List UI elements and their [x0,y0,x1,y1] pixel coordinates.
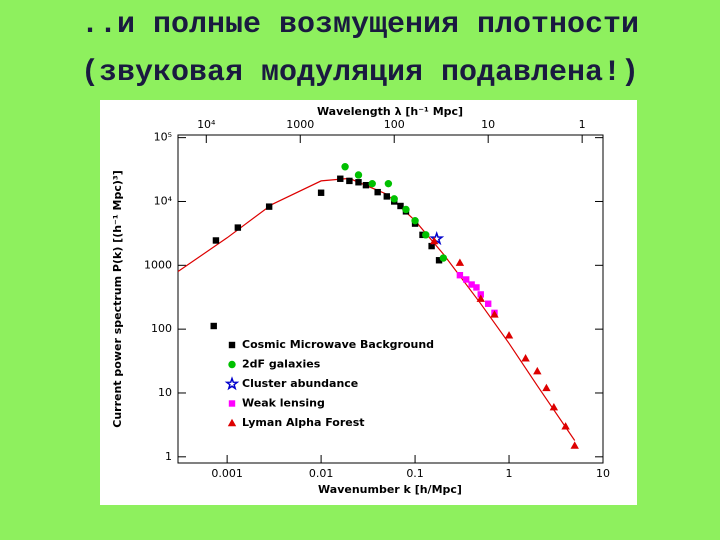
data-point [456,271,464,279]
legend-label: Lyman Alpha Forest [242,416,365,429]
y-tick-label: 1 [165,450,172,463]
data-point [570,441,579,449]
x2-tick-label: 1 [579,118,586,131]
data-point [411,216,419,225]
title-line: (звуковая модуляция подавлена!) [80,56,640,90]
legend-marker [228,341,236,349]
data-point [390,195,398,203]
data-point [384,179,393,188]
title-line: ..и полные возмущения плотности [80,8,640,42]
data-point [428,242,435,250]
data-point [549,402,559,411]
y-tick-label: 10⁵ [154,131,172,144]
x2-axis-label: Wavelength λ [h⁻¹ Mpc] [317,105,463,118]
data-point [374,188,381,196]
data-point [429,231,445,246]
legend-label: Cluster abundance [242,377,358,390]
x-tick-label: 0.1 [406,467,424,480]
data-point [542,383,551,392]
legend-label: Weak lensing [242,397,325,410]
legend-marker [224,376,240,391]
legend-marker [228,400,236,407]
data-point [521,354,530,362]
data-point [402,205,410,214]
data-point [533,366,542,375]
data-point [355,179,362,186]
y-tick-label: 10 [158,386,172,399]
data-point [317,189,325,196]
data-point [430,236,439,245]
data-point [477,291,484,298]
legend-marker [228,360,236,369]
legend-label: Cosmic Microwave Background [242,338,434,351]
data-point [439,254,448,262]
data-point [435,257,443,264]
legend-marker [227,418,237,427]
data-point [265,203,273,210]
x2-tick-label: 100 [384,118,405,131]
x2-tick-label: 10⁴ [197,118,216,131]
data-point [422,231,430,239]
data-point [476,294,485,302]
data-point [468,281,475,288]
legend-label: 2dF galaxies [242,358,321,371]
data-point [212,237,220,244]
data-point [473,284,480,291]
data-point [383,193,390,200]
data-point [362,181,370,189]
x-axis-label: Wavenumber k [h/Mpc] [318,483,462,496]
chart-panel [100,100,637,505]
plot-frame [177,134,604,464]
data-point [210,322,217,330]
data-point [341,163,349,171]
x-tick-label: 0.01 [309,467,334,480]
data-point [354,171,363,179]
data-point [368,179,376,188]
y-tick-label: 10⁴ [154,194,173,207]
data-point [455,258,465,266]
data-point [337,175,344,182]
data-point [490,310,499,318]
x-tick-label: 10 [596,467,610,480]
data-point [462,276,470,283]
x-tick-label: 0.001 [211,467,243,480]
data-point [484,300,492,307]
y-tick-label: 1000 [144,258,172,271]
y-tick-label: 100 [151,322,172,335]
x2-tick-label: 1000 [286,118,314,131]
x-tick-label: 1 [506,467,513,480]
data-point [234,224,242,231]
data-point [346,177,353,185]
y-axis-label: Current power spectrum P(k) [(h⁻¹ Mpc)³] [111,170,124,427]
data-point [397,202,404,210]
data-point [504,331,514,339]
data-point [561,422,570,430]
x2-tick-label: 10 [481,118,495,131]
